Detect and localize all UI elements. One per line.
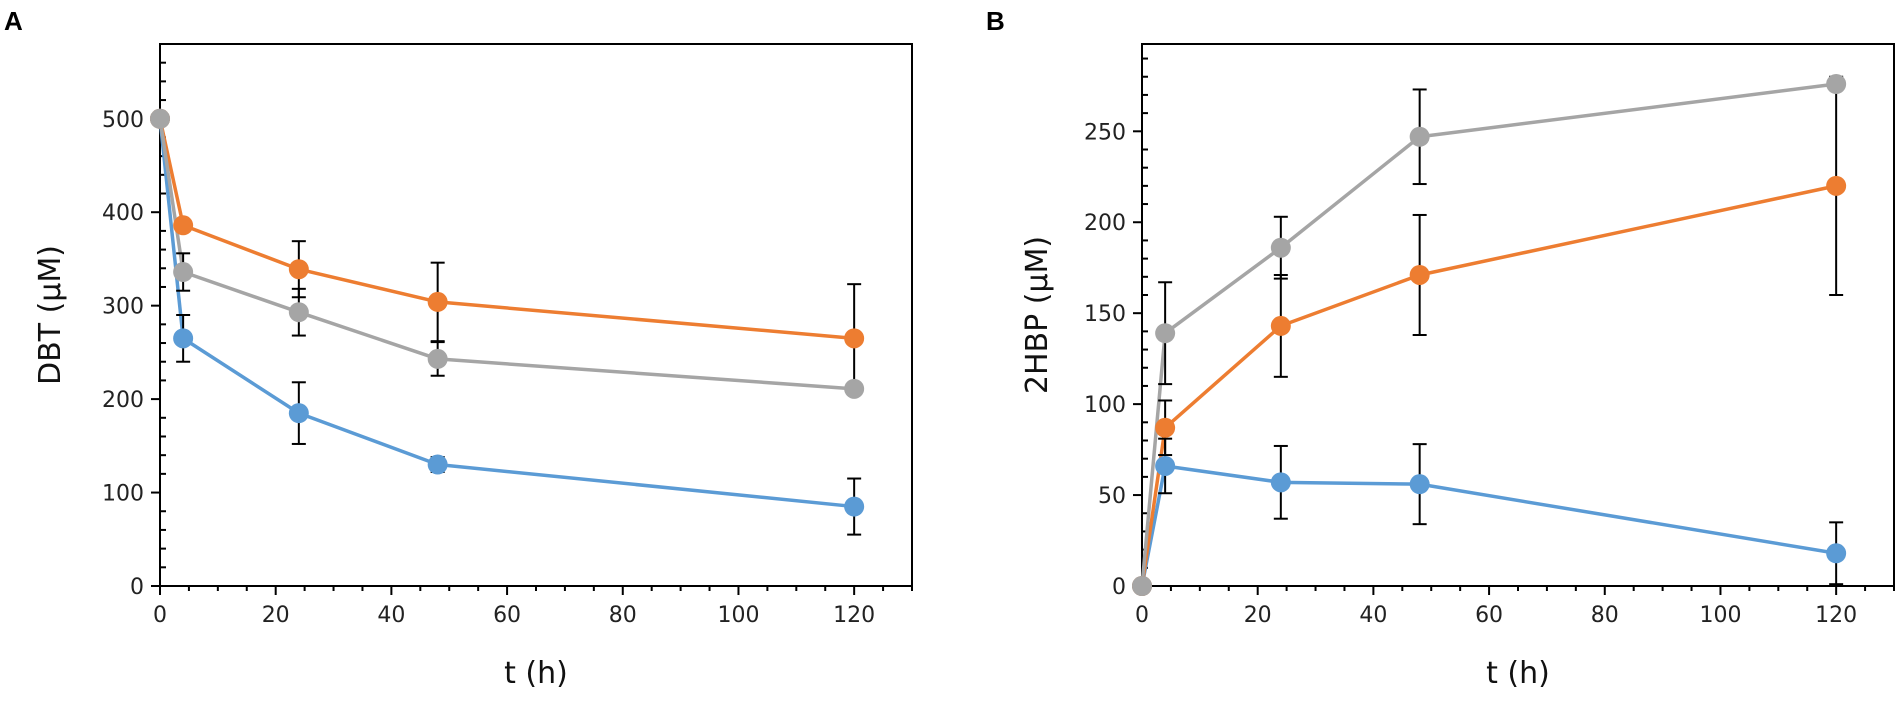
series-b	[1132, 74, 1847, 596]
point-orange	[1409, 264, 1430, 285]
point-gray	[173, 262, 194, 283]
point-blue	[844, 496, 865, 517]
point-blue	[1826, 543, 1847, 564]
plot-frame-a	[159, 43, 913, 587]
x-tick-label: 40	[1359, 603, 1387, 628]
y-tick-label: 200	[1084, 211, 1126, 236]
series-line-blue	[1140, 464, 1837, 587]
panel-letter-a: A	[4, 6, 23, 36]
point-orange	[288, 259, 309, 280]
point-blue	[1270, 472, 1291, 493]
point-orange	[1155, 417, 1176, 438]
tick-labels-a: 0 20 40 60 80 100 120 0 100 200 300 400 500	[102, 108, 875, 628]
x-tick-label: 120	[1815, 603, 1857, 628]
x-tick-label: 60	[1475, 603, 1503, 628]
point-gray	[427, 348, 448, 369]
tick-labels-b: 0 20 40 60 80 100 120 0 50 100 150 200 250	[1084, 120, 1857, 628]
x-tick-label: 0	[1135, 603, 1149, 628]
y-tick-label: 250	[1084, 120, 1126, 145]
series-line-gray	[1140, 82, 1837, 587]
point-orange	[427, 291, 448, 312]
series-line-orange	[1140, 184, 1837, 587]
point-orange	[1826, 175, 1847, 196]
x-tick-label: 60	[493, 603, 521, 628]
x-tick-label: 40	[377, 603, 405, 628]
panel-b: B 0 20 40 60 80 100 120 0 50 100 150 200 250 t (h) 2…	[986, 6, 1895, 691]
x-tick-label: 80	[609, 603, 637, 628]
point-gray	[1132, 576, 1152, 596]
x-tick-label: 20	[262, 603, 290, 628]
y-tick-label: 50	[1098, 484, 1126, 509]
point-blue	[1409, 474, 1430, 495]
point-gray	[1155, 323, 1176, 344]
y-tick-label: 150	[1084, 302, 1126, 327]
point-blue	[288, 403, 309, 424]
point-gray	[150, 108, 170, 129]
x-axis-title-a: t (h)	[504, 656, 568, 691]
y-tick-label: 300	[102, 295, 144, 320]
y-tick-label: 200	[102, 388, 144, 413]
point-orange	[844, 328, 865, 349]
series-line-gray	[158, 118, 855, 391]
x-tick-label: 100	[1699, 603, 1741, 628]
panel-letter-b: B	[986, 6, 1005, 36]
point-gray	[844, 378, 865, 399]
x-tick-label: 100	[717, 603, 759, 628]
x-tick-label: 0	[153, 603, 167, 628]
y-tick-label: 0	[1112, 575, 1126, 600]
point-blue	[173, 328, 194, 349]
y-tick-label: 500	[102, 108, 144, 133]
y-tick-label: 0	[130, 575, 144, 600]
x-tick-label: 80	[1591, 603, 1619, 628]
point-gray	[1409, 126, 1430, 147]
point-blue	[427, 454, 448, 475]
x-tick-label: 20	[1244, 603, 1272, 628]
series-a	[150, 108, 865, 536]
x-axis-title-b: t (h)	[1486, 656, 1550, 691]
y-tick-label: 400	[102, 201, 144, 226]
series-line-blue	[158, 118, 855, 509]
x-tick-label: 120	[833, 603, 875, 628]
point-gray	[1270, 237, 1291, 258]
ticks-b	[1133, 57, 1895, 595]
y-tick-label: 100	[102, 482, 144, 507]
point-blue	[1155, 455, 1176, 476]
point-gray	[288, 302, 309, 323]
series-line-orange	[158, 118, 855, 341]
y-axis-title-a: DBT (µM)	[33, 245, 68, 385]
point-gray	[1826, 74, 1847, 95]
point-orange	[1270, 315, 1291, 336]
point-orange	[173, 215, 194, 236]
y-axis-title-b: 2HBP (µM)	[1020, 236, 1055, 394]
ticks-a	[151, 43, 913, 595]
y-tick-label: 100	[1084, 393, 1126, 418]
